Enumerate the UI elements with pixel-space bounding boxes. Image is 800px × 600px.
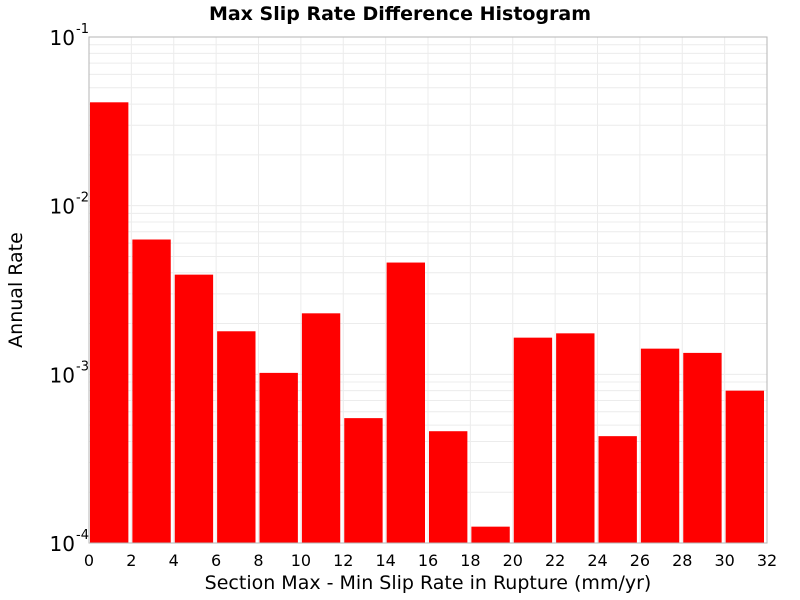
- x-tick-label: 20: [503, 551, 523, 570]
- histogram-bar: [132, 239, 171, 543]
- x-axis-title: Section Max - Min Slip Rate in Rupture (…: [205, 572, 652, 594]
- histogram-bar: [725, 390, 764, 543]
- histogram-bar: [174, 274, 214, 543]
- histogram-bar: [90, 102, 129, 543]
- x-tick-label: 18: [460, 551, 480, 570]
- x-tick-label: 0: [84, 551, 94, 570]
- y-tick-exponent: -1: [76, 22, 89, 37]
- x-tick-label: 22: [545, 551, 565, 570]
- x-tick-label: 2: [126, 551, 136, 570]
- y-tick-label: 10 -1: [50, 22, 89, 50]
- x-tick-label: 14: [375, 551, 395, 570]
- histogram-bar: [301, 313, 341, 543]
- histogram-bar: [640, 348, 680, 543]
- x-tick-label: 30: [714, 551, 734, 570]
- x-tick-label: 24: [587, 551, 607, 570]
- y-tick-exponent: -4: [76, 528, 89, 543]
- x-tick-label: 32: [757, 551, 777, 570]
- y-tick-base: 10: [50, 363, 75, 387]
- plot-border: [88, 36, 768, 544]
- x-tick-label: 28: [672, 551, 692, 570]
- histogram-bar: [259, 372, 298, 543]
- x-tick-label: 6: [211, 551, 221, 570]
- x-tick-label: 10: [291, 551, 311, 570]
- y-axis-title: Annual Rate: [5, 232, 27, 348]
- x-tick-label: 26: [630, 551, 650, 570]
- y-tick-exponent: -2: [76, 191, 89, 206]
- histogram-bar: [217, 331, 256, 543]
- y-tick-label: 10 -4: [50, 528, 89, 556]
- chart-title: Max Slip Rate Difference Histogram: [209, 3, 591, 25]
- y-tick-exponent: -3: [76, 359, 89, 374]
- y-tick-label: 10 -2: [50, 191, 89, 219]
- x-tick-label: 12: [333, 551, 353, 570]
- y-tick-base: 10: [50, 26, 75, 50]
- y-tick-labels: 10-410-310-210-1: [50, 22, 89, 556]
- bars: [90, 102, 764, 543]
- y-tick-label: 10 -3: [50, 359, 89, 387]
- y-tick-base: 10: [50, 195, 75, 219]
- histogram-bar: [513, 337, 553, 543]
- histogram-bar: [556, 333, 595, 543]
- histogram-bar: [386, 262, 425, 543]
- histogram-bar: [344, 418, 383, 543]
- histogram-bar: [683, 352, 722, 543]
- histogram-bar: [429, 431, 468, 543]
- x-tick-label: 4: [169, 551, 179, 570]
- histogram-bar: [598, 436, 637, 543]
- x-tick-label: 8: [253, 551, 263, 570]
- y-tick-base: 10: [50, 532, 75, 556]
- x-tick-label: 16: [418, 551, 438, 570]
- x-tick-labels: 0 2 4 6 8 10 12 14 16 18 20 22 24 26 28 30 32: [84, 551, 777, 570]
- histogram-bar: [471, 526, 510, 543]
